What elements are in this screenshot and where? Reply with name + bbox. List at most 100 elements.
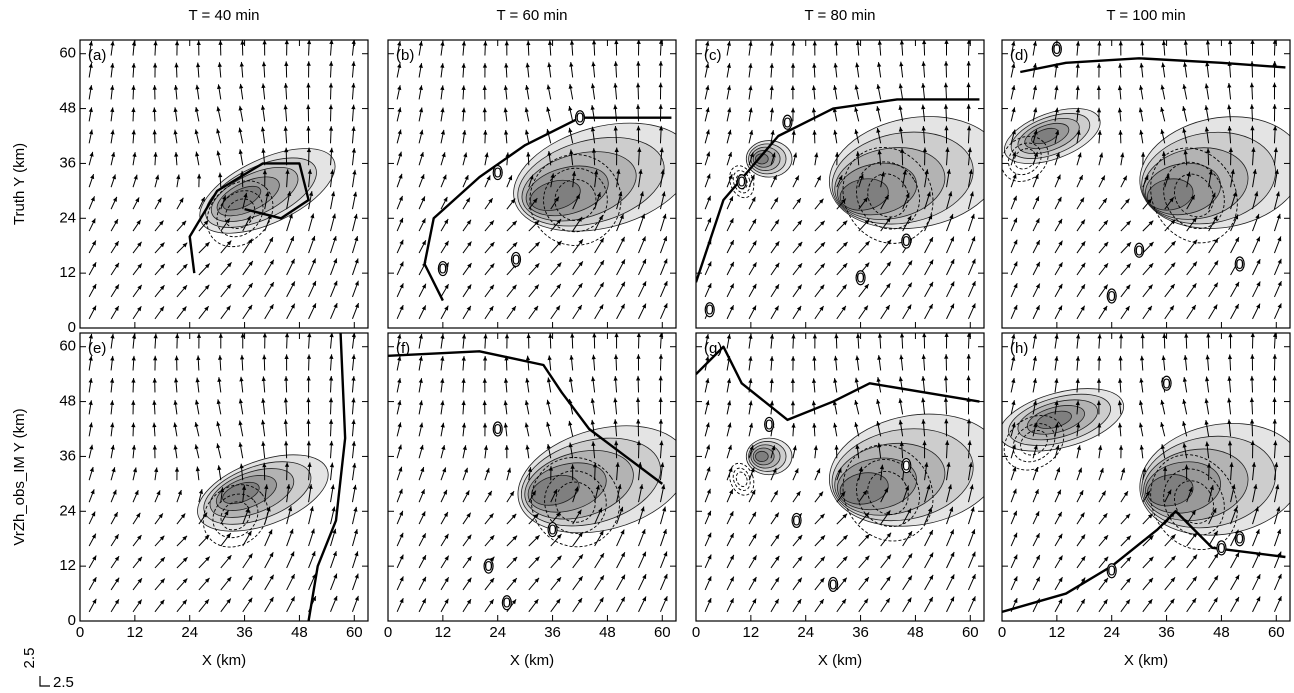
wind-vector-head [288,213,293,219]
wind-vector-head [877,355,882,360]
contour-label-box [1106,288,1117,304]
wind-vector-head [1170,555,1176,561]
wind-vector-head [660,169,665,175]
wind-vector-head [397,129,402,135]
wind-vector-head [157,197,162,203]
wind-vector-head [863,197,868,203]
wind-vector-head [1205,354,1210,360]
wind-vector-head [266,506,271,512]
wind-vector-head [311,596,316,602]
wind-vector-head [110,129,115,135]
panel-frame [695,39,985,329]
wind-vector-head [1192,217,1197,223]
wind-vector-head [131,400,136,405]
wind-vector-head [599,575,604,581]
wind-vector-head [204,284,210,290]
x-tick-label: 60 [962,624,979,641]
wind-vector-head [877,333,883,338]
updraft-contour [206,180,274,248]
wind-vector-head [876,128,881,133]
updraft-contour [1163,161,1225,230]
wind-vector-head [176,174,181,180]
wind-vector-head [568,442,573,448]
wind-vector-head [1118,378,1123,383]
wind-vector-head [92,305,97,311]
wind-vector-head [727,422,732,428]
wind-vector-head [1272,82,1277,88]
wind-vector-head [159,242,165,248]
wind-vector-head [1188,487,1193,493]
wind-vector-head [904,485,910,491]
wind-vector-head [463,152,468,158]
wind-vector-head [114,534,119,540]
wind-vector-head [1272,375,1277,381]
wind-vector-head [503,400,508,406]
wind-vector-head [790,378,796,383]
wind-vector-head [418,333,423,339]
wind-vector-head [160,557,165,563]
wind-vector-head [1140,333,1145,339]
wind-vector-head [1097,130,1102,135]
x-axis-label: X (km) [510,652,554,669]
wind-vector-head [898,126,904,132]
contour-label: 0 [829,576,837,593]
wind-vector-head [729,240,734,246]
wind-vector-head [534,556,540,562]
wind-vector-head [399,598,404,604]
wind-vector-head [921,354,926,360]
wind-vector-head [727,107,732,113]
wind-vector-head [351,354,356,360]
wind-vector-head [1102,305,1108,311]
wind-vector-head [503,378,509,383]
wind-vector-head [283,104,288,110]
wind-vector-head [1013,239,1018,245]
wind-vector-head [312,280,316,286]
wind-vector-head [842,556,848,562]
wind-vector-head [1249,82,1255,88]
x-tick-label: 24 [797,624,814,641]
wind-vector-head [1213,553,1219,559]
wind-vector-head [333,280,338,286]
wind-vector-head [238,398,243,404]
wind-vector-head [159,599,165,605]
wind-vector-head [307,462,312,468]
wind-vector-head [1142,467,1147,473]
wind-vector-head [173,400,178,405]
reflectivity-contour [839,472,889,505]
wind-vector-head [820,220,825,226]
wind-vector-head [397,378,402,383]
wind-vector-head [705,63,710,68]
wind-vector-head [1035,240,1040,246]
wind-vector-head [111,152,116,157]
wind-vector-head [842,242,848,247]
wind-vector-head [636,375,641,381]
wind-vector-head [421,196,425,202]
wind-vector-head [399,217,404,223]
wind-vector-head [841,305,846,311]
panel-label: (f) [396,340,410,357]
wind-vector-head [812,356,817,361]
wind-vector-head [1213,304,1218,310]
wind-vector-head [944,354,949,359]
wind-vector-head [1011,63,1016,68]
wind-vector-head [640,506,645,512]
wind-vector-head [1272,60,1277,66]
wind-vector-head [1075,378,1080,383]
wind-vector-head [1213,260,1219,266]
wind-vector-head [921,126,926,131]
wind-vector-head [1033,444,1038,450]
wind-vector-head [248,575,253,581]
wind-vector-head [752,262,757,268]
wind-vector-head [797,534,803,540]
zero-contour [388,350,664,485]
wind-vector-head [1272,104,1277,109]
wind-vector-head [1033,422,1038,428]
wind-vector-head [752,533,757,539]
wind-vector-head [928,237,933,243]
updraft-contour [729,462,755,496]
wind-vector-head [1011,85,1016,91]
wind-vector-head [92,283,97,289]
contour-label: 0 [512,251,520,268]
wind-vector-head [511,306,516,312]
wind-vector-head [1147,198,1152,204]
